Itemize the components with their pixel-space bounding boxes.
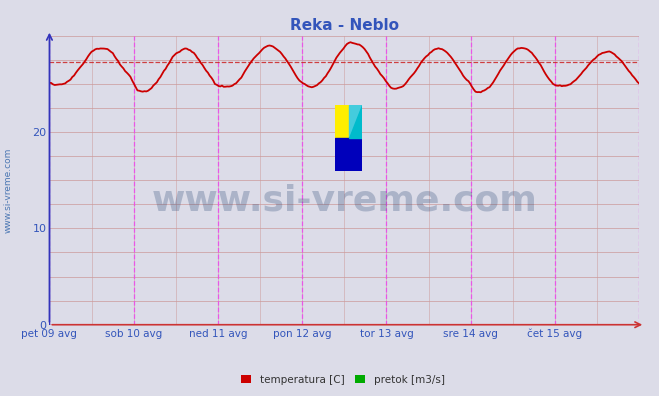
Legend: temperatura [C], pretok [m3/s]: temperatura [C], pretok [m3/s] bbox=[237, 371, 449, 389]
Bar bbox=[335, 105, 349, 137]
Title: Reka - Neblo: Reka - Neblo bbox=[290, 18, 399, 33]
Polygon shape bbox=[335, 137, 362, 171]
Polygon shape bbox=[349, 105, 362, 137]
Polygon shape bbox=[349, 105, 362, 137]
Text: www.si-vreme.com: www.si-vreme.com bbox=[3, 147, 13, 233]
Polygon shape bbox=[349, 105, 362, 137]
Text: www.si-vreme.com: www.si-vreme.com bbox=[152, 183, 537, 217]
